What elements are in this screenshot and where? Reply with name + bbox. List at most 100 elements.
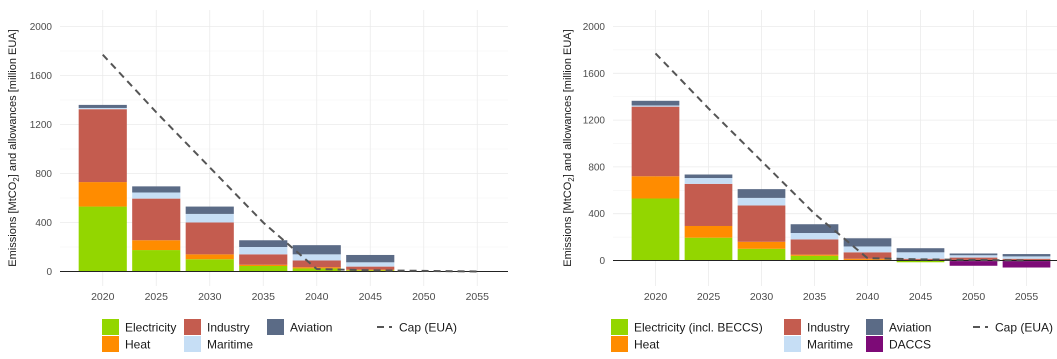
x-tick-label: 2035 bbox=[252, 291, 276, 303]
bar-aviation-2035 bbox=[790, 224, 839, 234]
y-tick-label: 1600 bbox=[583, 69, 606, 80]
legend-label: Cap (EUA) bbox=[399, 321, 457, 335]
bar-maritime-2040 bbox=[292, 254, 341, 261]
bar-aviation-2020 bbox=[631, 100, 680, 106]
bar-industry-2035 bbox=[790, 239, 839, 255]
bar-heat-2045 bbox=[346, 269, 395, 271]
x-tick-label: 2045 bbox=[359, 291, 383, 303]
x-tick-label: 2030 bbox=[750, 291, 774, 303]
legend-swatch-electricity bbox=[102, 319, 119, 335]
bar-aviation-2045 bbox=[346, 254, 395, 263]
bar-industry-2035 bbox=[239, 254, 288, 265]
bar-maritime-2050 bbox=[949, 255, 998, 258]
x-tick-labels: 2020 2025 2030 2035 2040 2045 2050 2055 bbox=[644, 291, 1039, 303]
y-tick-label: 2000 bbox=[30, 22, 53, 33]
bar-maritime-2045 bbox=[346, 262, 395, 267]
x-tick-label: 2055 bbox=[1015, 291, 1039, 303]
legend-label: Heat bbox=[634, 338, 660, 352]
bar-electricity-2030 bbox=[737, 248, 786, 261]
y-tick-label: 0 bbox=[46, 267, 52, 278]
x-tick-labels: 2020 2025 2030 2035 2040 2045 2050 2055 bbox=[91, 291, 489, 303]
cap-line bbox=[654, 52, 1027, 262]
legend-label: Cap (EUA) bbox=[995, 321, 1053, 335]
legend-swatch-aviation bbox=[267, 319, 284, 335]
x-tick-label: 2050 bbox=[962, 291, 986, 303]
bar-heat-2030 bbox=[737, 241, 786, 249]
legend-swatch-electricity bbox=[611, 319, 628, 335]
x-tick-label: 2050 bbox=[412, 291, 436, 303]
legend-label: DACCS bbox=[889, 338, 931, 352]
bars bbox=[78, 104, 395, 272]
bar-maritime-2035 bbox=[790, 233, 839, 240]
legend-label: Industry bbox=[807, 321, 850, 335]
bar-heat-2030 bbox=[185, 254, 234, 260]
y-tick-label: 1200 bbox=[30, 120, 53, 131]
bar-electricity-2045 bbox=[346, 270, 395, 272]
bar-electricity-2020 bbox=[631, 198, 680, 261]
bar-daccs-2050 bbox=[949, 261, 998, 266]
bar-maritime-2025 bbox=[684, 178, 733, 184]
legend-label: Heat bbox=[125, 338, 151, 352]
bar-electricity-2045 bbox=[896, 260, 945, 263]
legend-swatch-industry bbox=[784, 319, 801, 335]
bar-aviation-2055 bbox=[1002, 254, 1051, 257]
bar-maritime-2020 bbox=[78, 107, 127, 110]
bar-industry-2050 bbox=[949, 257, 998, 260]
bar-maritime-2035 bbox=[239, 247, 288, 255]
bar-industry-2030 bbox=[185, 222, 234, 255]
legend: Electricity Heat Industry Maritime Aviation C… bbox=[102, 319, 457, 352]
bar-maritime-2040 bbox=[843, 246, 892, 253]
bar-maritime-2020 bbox=[631, 105, 680, 107]
legend-swatch-industry bbox=[184, 319, 201, 335]
bar-heat-2035 bbox=[239, 264, 288, 266]
y-axis-label: Emissions [MtCO2] and allowances [millio… bbox=[562, 29, 576, 266]
legend-swatch-daccs bbox=[866, 336, 883, 352]
legend-label: Aviation bbox=[290, 321, 332, 335]
bar-aviation-2040 bbox=[292, 245, 341, 255]
x-tick-label: 2030 bbox=[198, 291, 222, 303]
y-tick-label: 2000 bbox=[583, 22, 606, 33]
x-tick-label: 2025 bbox=[697, 291, 721, 303]
bar-industry-2045 bbox=[346, 266, 395, 270]
legend-swatch-heat bbox=[611, 336, 628, 352]
y-tick-label: 400 bbox=[588, 209, 605, 220]
bar-maritime-2030 bbox=[737, 197, 786, 206]
y-tick-labels: 0 400 800 1200 1600 2000 bbox=[583, 22, 606, 267]
y-tick-label: 800 bbox=[35, 169, 52, 180]
legend-label: Industry bbox=[207, 321, 250, 335]
bar-maritime-2025 bbox=[132, 192, 181, 199]
bar-electricity-2020 bbox=[78, 206, 127, 272]
bar-heat-2035 bbox=[790, 254, 839, 256]
bar-aviation-2045 bbox=[896, 248, 945, 253]
bar-aviation-2050 bbox=[949, 253, 998, 256]
bar-maritime-2030 bbox=[185, 213, 234, 223]
bar-aviation-2035 bbox=[239, 240, 288, 247]
bar-maritime-2045 bbox=[896, 252, 945, 259]
x-tick-label: 2020 bbox=[644, 291, 668, 303]
x-tick-label: 2035 bbox=[803, 291, 827, 303]
bar-industry-2040 bbox=[843, 252, 892, 259]
bar-aviation-2030 bbox=[185, 206, 234, 214]
bar-aviation-2025 bbox=[132, 186, 181, 193]
bar-heat-2020 bbox=[631, 176, 680, 199]
legend: Electricity (incl. BECCS) Heat Industry Mar… bbox=[611, 319, 1053, 352]
legend-label: Electricity bbox=[125, 321, 176, 335]
bar-daccs-2055 bbox=[1002, 261, 1051, 268]
x-tick-label: 2040 bbox=[305, 291, 329, 303]
bar-industry-2040 bbox=[292, 260, 341, 268]
bar-maritime-2055 bbox=[1002, 256, 1051, 259]
bar-electricity-2030 bbox=[185, 259, 234, 272]
x-tick-label: 2045 bbox=[909, 291, 933, 303]
legend-swatch-maritime bbox=[184, 336, 201, 352]
legend-swatch-heat bbox=[102, 336, 119, 352]
y-tick-label: 1600 bbox=[30, 71, 53, 82]
legend-swatch-aviation bbox=[866, 319, 883, 335]
bar-electricity-2035 bbox=[790, 255, 839, 261]
y-tick-label: 0 bbox=[599, 256, 605, 267]
bar-aviation-2025 bbox=[684, 174, 733, 179]
bars bbox=[631, 100, 1051, 268]
bar-industry-2055 bbox=[1002, 258, 1051, 260]
bar-industry-2025 bbox=[684, 183, 733, 226]
